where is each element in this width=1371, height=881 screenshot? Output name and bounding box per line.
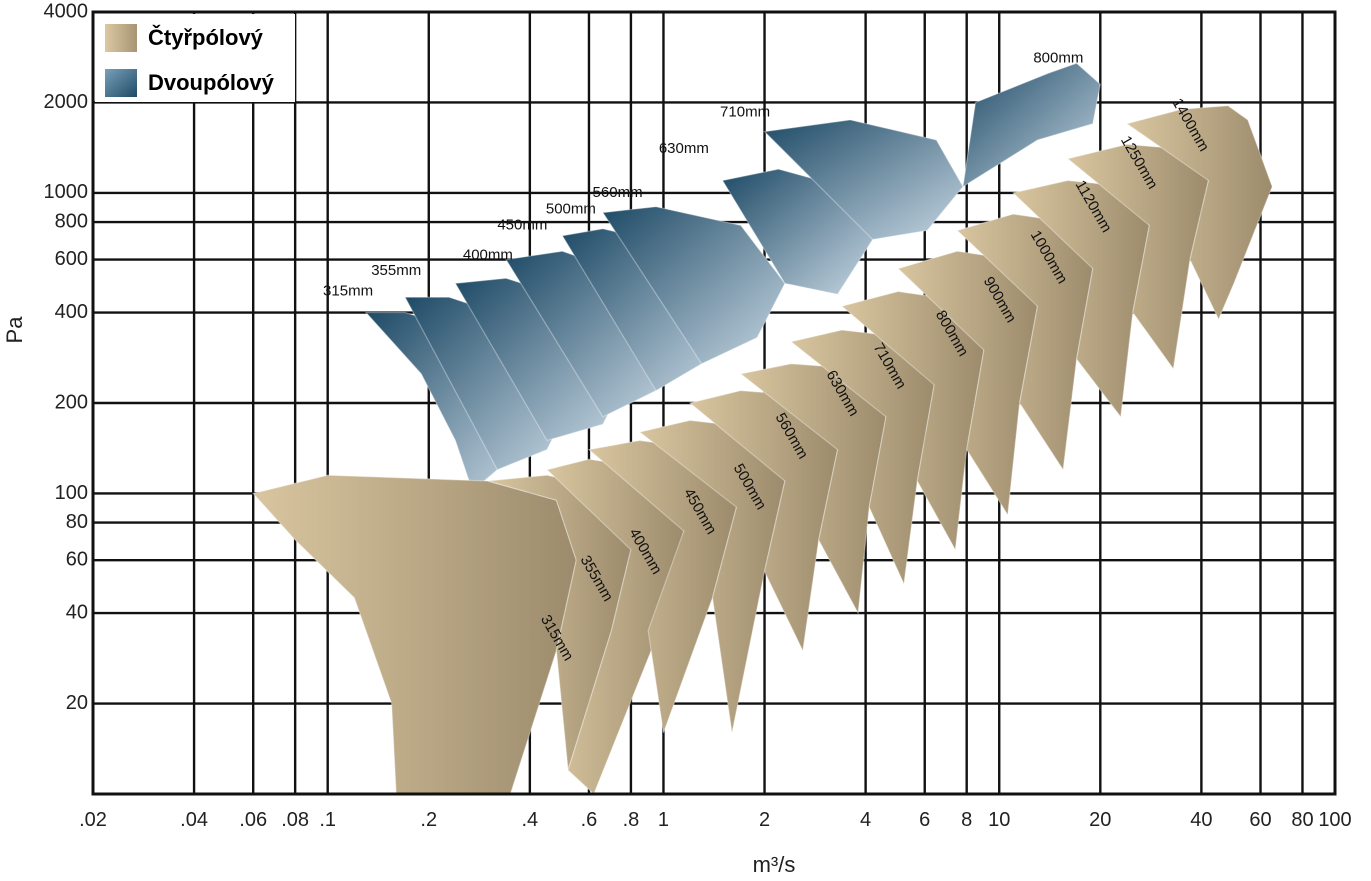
x-tick-label-1: 1 [658, 809, 669, 831]
y-tick-label-1000: 1000 [44, 181, 89, 203]
y-tick-label-200: 200 [55, 391, 88, 413]
plot-frame [91, 10, 1337, 796]
x-tick-label-100: 100 [1318, 809, 1351, 831]
legend-swatch-ctyrpolovy [105, 24, 137, 52]
dvoupolovy-label-355mm: 355mm [371, 262, 421, 279]
x-tick-label-6: .6 [581, 809, 598, 831]
x-tick-label-1: .1 [319, 809, 336, 831]
x-tick-label-04: .04 [180, 809, 208, 831]
dvoupolovy-label-400mm: 400mm [463, 246, 513, 263]
x-tick-label-2: .2 [420, 809, 437, 831]
x-tick-label-60: 60 [1249, 809, 1271, 831]
dvoupolovy-label-450mm: 450mm [497, 216, 547, 233]
x-tick-label-8: .8 [623, 809, 640, 831]
x-tick-label-10: 10 [988, 809, 1010, 831]
y-axis-label: Pa [2, 316, 27, 344]
dvoupolovy-label-315mm: 315mm [323, 282, 373, 299]
x-tick-label-02: .02 [79, 809, 107, 831]
plot-border [91, 10, 1337, 796]
dvoupolovy-label-800mm: 800mm [1033, 50, 1083, 67]
y-tick-label-800: 800 [55, 210, 88, 232]
x-tick-label-20: 20 [1089, 809, 1111, 831]
y-tick-label-20: 20 [66, 692, 88, 714]
y-tick-label-60: 60 [66, 548, 88, 570]
x-tick-label-06: .06 [239, 809, 267, 831]
dvoupolovy-label-560mm: 560mm [593, 184, 643, 201]
y-tick-label-40: 40 [66, 601, 88, 623]
x-tick-label-8: 8 [961, 809, 972, 831]
x-tick-label-6: 6 [919, 809, 930, 831]
y-tick-label-80: 80 [66, 511, 88, 533]
dvoupolovy-label-630mm: 630mm [659, 140, 709, 157]
legend: Čtyřpólový Dvoupólový [95, 14, 295, 102]
x-tick-label-40: 40 [1190, 809, 1212, 831]
dvoupolovy-label-500mm: 500mm [546, 201, 596, 218]
x-tick-label-80: 80 [1291, 809, 1313, 831]
dvoupolovy-region-800mm [962, 62, 1101, 188]
dvoupolovy-label-710mm: 710mm [720, 104, 770, 121]
y-axis-ticks: 20 40 60 80 100 200 400 600 800 1000 2000 4000 [44, 0, 89, 714]
legend-swatch-dvoupolovy [105, 69, 137, 97]
ctyrpolovy-region-315mm [252, 474, 577, 795]
y-tick-label-100: 100 [55, 482, 88, 504]
legend-label-dvoupolovy: Dvoupólový [148, 70, 275, 95]
y-tick-label-2000: 2000 [44, 91, 89, 113]
x-axis-label: m³/s [753, 852, 796, 877]
x-tick-label-4: .4 [522, 809, 539, 831]
legend-label-ctyrpolovy: Čtyřpólový [148, 25, 264, 50]
ctyrpolovy-region-1400mm [1125, 105, 1273, 321]
y-tick-label-4000: 4000 [44, 0, 89, 22]
x-tick-label-08: .08 [281, 809, 309, 831]
y-tick-label-400: 400 [55, 301, 88, 323]
x-tick-label-2: 2 [759, 809, 770, 831]
x-axis-ticks: .02 .04 .06 .08 .1 .2 .4 .6 .8 1 2 4 6 8 10 20 40 60 80 100 [79, 809, 1352, 831]
y-tick-label-600: 600 [55, 248, 88, 270]
x-tick-label-4: 4 [860, 809, 871, 831]
